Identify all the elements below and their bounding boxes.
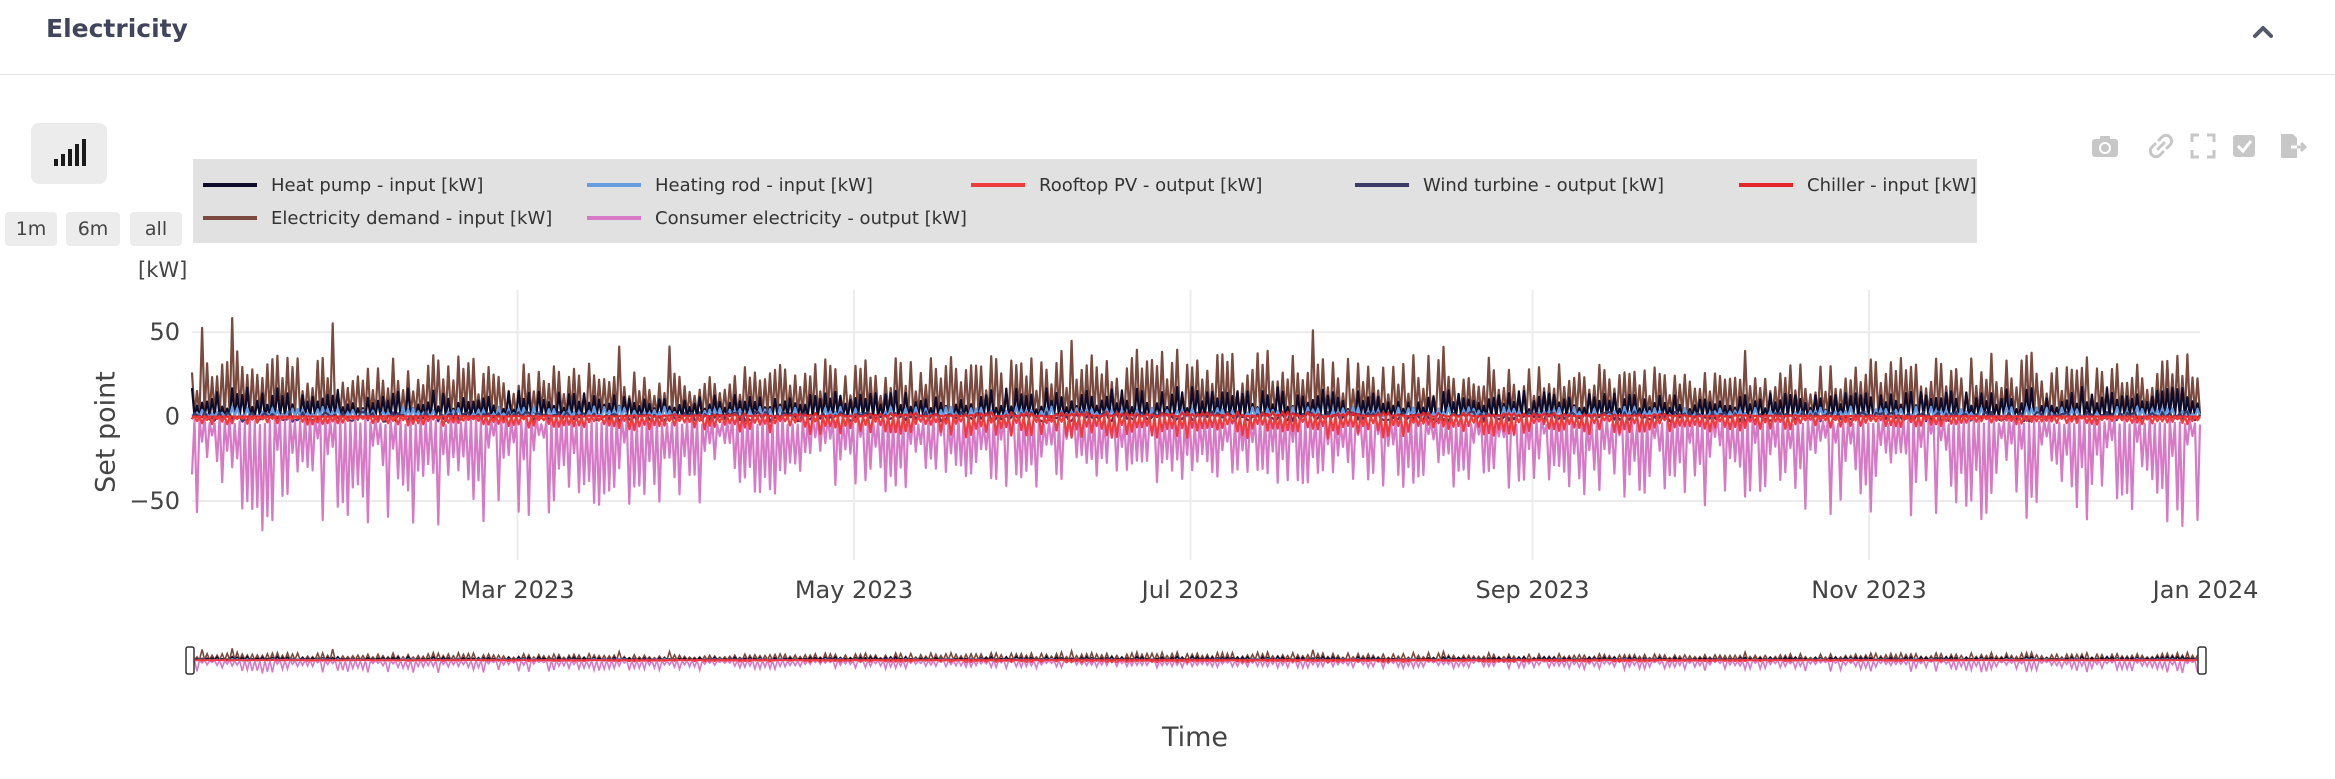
collapse-section-button[interactable] [2250, 14, 2276, 48]
legend-swatch [203, 216, 257, 220]
slider-line-consumer-electricity [191, 657, 2201, 674]
range-slider-left-handle[interactable] [185, 646, 195, 675]
range-button-1m[interactable]: 1m [5, 212, 57, 246]
legend-swatch [1739, 183, 1793, 187]
x-tick-label: Sep 2023 [1476, 576, 1590, 604]
slider-line-rooftop-pv [191, 658, 2201, 664]
range-button-6m[interactable]: 6m [66, 212, 120, 246]
legend-swatch [1355, 183, 1409, 187]
legend-item-electricity-demand[interactable]: Electricity demand - input [kW] [193, 206, 552, 230]
range-slider-right-handle[interactable] [2197, 646, 2207, 675]
y-tick-label: 0 [165, 403, 180, 431]
signal-bars-icon [54, 139, 86, 166]
legend-swatch [587, 183, 641, 187]
legend-label: Chiller - input [kW] [1807, 174, 1977, 196]
series-line-consumer-electricity [190, 415, 2202, 532]
chevron-up-icon [2253, 26, 2273, 38]
chart-type-button[interactable] [31, 123, 107, 184]
legend-label: Heating rod - input [kW] [655, 174, 873, 196]
x-tick-label: Nov 2023 [1811, 576, 1927, 604]
section-header: Electricity [0, 0, 2335, 75]
range-button-all[interactable]: all [130, 212, 182, 246]
link-button[interactable] [2145, 130, 2177, 162]
camera-button[interactable] [2089, 130, 2121, 162]
legend-item-heat-pump[interactable]: Heat pump - input [kW] [193, 173, 483, 197]
range-slider[interactable] [185, 639, 2207, 683]
legend-label: Heat pump - input [kW] [271, 174, 484, 196]
legend-item-consumer-electricity[interactable]: Consumer electricity - output [kW] [577, 206, 967, 230]
x-tick-label: Jul 2023 [1140, 576, 1240, 604]
x-tick-label: May 2023 [795, 576, 913, 604]
legend-label: Rooftop PV - output [kW] [1039, 174, 1263, 196]
link-icon [2148, 133, 2174, 159]
axis-ticks: 50 0 −50 Mar 2023 May 2023 Jul 2023 Sep 2023 No… [129, 318, 2258, 604]
fullscreen-icon [2190, 133, 2216, 159]
x-tick-label: Mar 2023 [460, 576, 574, 604]
fullscreen-button[interactable] [2187, 130, 2219, 162]
legend-item-rooftop-pv[interactable]: Rooftop PV - output [kW] [961, 173, 1262, 197]
export-button[interactable] [2275, 130, 2308, 162]
legend-label: Electricity demand - input [kW] [271, 207, 553, 229]
legend-item-wind-turbine[interactable]: Wind turbine - output [kW] [1345, 173, 1664, 197]
y-tick-label: 50 [149, 318, 180, 346]
legend-swatch [587, 216, 641, 220]
legend-label: Wind turbine - output [kW] [1423, 174, 1665, 196]
select-button[interactable] [2229, 130, 2261, 162]
series-lines [190, 317, 2202, 532]
checkbox-icon [2233, 135, 2255, 157]
chart-legend: Heat pump - input [kW] Heating rod - inp… [193, 159, 1977, 243]
legend-item-chiller[interactable]: Chiller - input [kW] [1729, 173, 1977, 197]
legend-swatch [203, 183, 257, 187]
x-axis-title: Time [1161, 722, 1229, 753]
legend-swatch [971, 183, 1025, 187]
camera-icon [2092, 136, 2118, 157]
series-line-rooftop-pv [191, 415, 2201, 440]
section-title: Electricity [46, 14, 188, 43]
legend-label: Consumer electricity - output [kW] [655, 207, 967, 229]
y-tick-label: −50 [129, 487, 180, 515]
export-icon [2281, 134, 2308, 158]
y-unit-label: [kW] [138, 258, 188, 282]
legend-item-heating-rod[interactable]: Heating rod - input [kW] [577, 173, 873, 197]
x-tick-label: Jan 2024 [2151, 576, 2259, 604]
